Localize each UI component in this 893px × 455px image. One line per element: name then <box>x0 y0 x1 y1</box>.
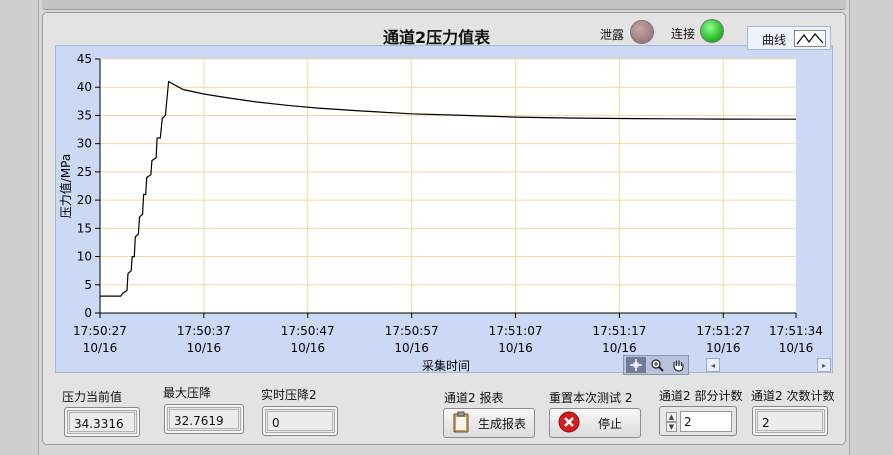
plot-area <box>100 59 796 313</box>
x-tick-time: 17:51:07 <box>489 324 543 338</box>
y-tick-label: 10 <box>77 250 92 264</box>
x-tick-date: 10/16 <box>706 341 741 355</box>
legend-label: 曲线 <box>762 33 787 47</box>
x-tick-time: 17:50:57 <box>385 324 439 338</box>
y-tick-label: 30 <box>77 137 92 151</box>
y-tick-label: 15 <box>77 221 92 235</box>
stop-button[interactable]: 停止 <box>549 408 641 438</box>
scroll-left-button[interactable]: ◂ <box>706 358 720 372</box>
clipboard-icon <box>452 411 470 436</box>
x-tick-time: 17:51:34 <box>769 324 823 338</box>
generate-report-button[interactable]: 生成报表 <box>443 408 535 438</box>
times-count-label: 通道2 次数计数 <box>751 389 835 403</box>
x-tick-date: 10/16 <box>290 341 325 355</box>
y-tick-label: 45 <box>77 52 92 66</box>
scroll-right-button[interactable]: ▸ <box>817 358 831 372</box>
x-tick-date: 10/16 <box>602 341 637 355</box>
plot-legend[interactable]: 曲线 <box>747 26 831 50</box>
times-count-value: 2 <box>757 411 823 431</box>
y-tick-label: 35 <box>77 108 92 122</box>
graph-palette <box>623 355 689 375</box>
part-count-control: ▲ ▼ 2 <box>659 406 737 436</box>
y-tick-label: 20 <box>77 193 92 207</box>
part-count-label: 通道2 部分计数 <box>659 389 743 403</box>
x-axis-label: 采集时间 <box>422 358 470 373</box>
current-pressure-value: 34.3316 <box>69 412 135 432</box>
part-count-input[interactable]: 2 <box>680 411 732 432</box>
max-drop-indicator: 32.7619 <box>164 404 244 434</box>
decrement-icon[interactable]: ▼ <box>666 422 677 432</box>
stop-icon <box>558 411 580 436</box>
y-tick-label: 25 <box>77 165 92 179</box>
report-label: 通道2 报表 <box>444 391 504 405</box>
generate-report-label: 生成报表 <box>478 416 527 431</box>
x-tick-date: 10/16 <box>394 341 429 355</box>
y-tick-label: 0 <box>84 306 92 320</box>
x-tick-time: 17:50:37 <box>177 324 231 338</box>
leak-led <box>630 20 654 44</box>
current-pressure-indicator: 34.3316 <box>64 407 140 437</box>
y-axis-label: 压力值/MPa <box>58 154 73 218</box>
x-tick-time: 17:51:17 <box>592 324 646 338</box>
x-tick-date: 10/16 <box>187 341 222 355</box>
times-count-indicator: 2 <box>752 406 828 436</box>
max-drop-value: 32.7619 <box>169 409 239 429</box>
graph-title: 通道2压力值表 <box>383 28 491 47</box>
pressure-series-line <box>100 80 796 297</box>
crosshair-cursor-icon[interactable] <box>626 357 646 373</box>
realtime-drop-value: 0 <box>267 411 333 431</box>
reset-test-label: 重置本次测试 2 <box>549 391 633 405</box>
y-tick-label: 40 <box>77 80 92 94</box>
x-tick-date: 10/16 <box>498 341 533 355</box>
stop-label: 停止 <box>598 416 623 431</box>
part-count-spinner[interactable]: ▲ ▼ <box>666 412 677 432</box>
pan-hand-icon[interactable] <box>668 357 688 373</box>
y-tick-label: 5 <box>84 278 92 292</box>
x-tick-date: 10/16 <box>779 341 814 355</box>
realtime-drop-label: 实时压降2 <box>261 388 317 402</box>
realtime-drop-indicator: 0 <box>262 406 338 436</box>
x-tick-date: 10/16 <box>83 341 118 355</box>
x-tick-time: 17:50:47 <box>281 324 335 338</box>
current-pressure-label: 压力当前值 <box>62 390 123 404</box>
connect-led <box>700 19 724 43</box>
line-style-icon <box>794 30 826 47</box>
leak-label: 泄露 <box>600 28 625 42</box>
increment-icon[interactable]: ▲ <box>666 412 677 422</box>
x-tick-time: 17:50:27 <box>73 324 127 338</box>
max-drop-label: 最大压降 <box>163 386 212 400</box>
x-tick-time: 17:51:27 <box>696 324 750 338</box>
zoom-icon[interactable] <box>647 357 667 373</box>
connect-label: 连接 <box>671 27 696 41</box>
top-panel-edge <box>42 0 846 10</box>
